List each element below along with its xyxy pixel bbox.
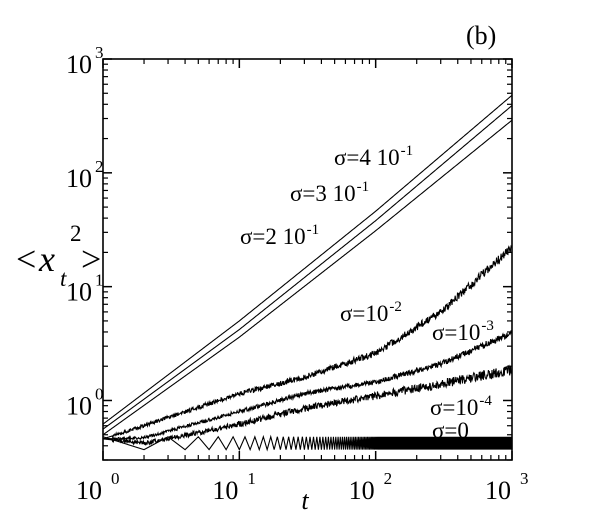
- y-axis-label-gt: >: [81, 239, 101, 279]
- x-tick-label-exp: 3: [520, 469, 529, 488]
- y-axis-label: <x_t^2> < x t 2 >: [16, 44, 101, 291]
- y-tick-label: 10: [66, 50, 92, 79]
- y-tick-label-exp: 0: [95, 384, 104, 403]
- series-line: [102, 434, 513, 452]
- y-axis-label-x: x: [38, 239, 55, 279]
- y-tick-label: 10: [66, 278, 92, 307]
- x-tick-label: 10: [485, 476, 511, 505]
- series-label: σ=10: [340, 301, 388, 326]
- y-axis-label-sup: 2: [70, 221, 82, 246]
- x-tick-label: 10: [76, 476, 102, 505]
- y-tick-label: 10: [66, 391, 92, 420]
- series-line: [102, 330, 513, 442]
- series-label-exp: -4: [479, 393, 492, 409]
- x-tick-label-exp: 1: [247, 469, 256, 488]
- x-tick-label-exp: 2: [384, 469, 393, 488]
- plot-frame: [102, 58, 513, 461]
- y-axis-label-lt: <: [16, 239, 36, 279]
- panel-label: (b): [466, 21, 496, 50]
- series-line: [102, 119, 513, 436]
- series-label-exp: -1: [357, 179, 370, 195]
- y-tick-label-exp: 3: [95, 43, 104, 62]
- series-label: σ=3 10: [290, 181, 356, 206]
- x-tick-label: 10: [349, 476, 375, 505]
- series-label: σ=10: [430, 395, 478, 420]
- series-line: [102, 244, 513, 440]
- series-label-exp: -1: [401, 143, 414, 159]
- series-label: σ=2 10: [240, 224, 306, 249]
- series-label-exp: -2: [389, 299, 402, 315]
- series-label: σ=0: [432, 418, 469, 443]
- series-label: σ=4 10: [334, 145, 400, 170]
- y-tick-label-exp: 2: [95, 157, 104, 176]
- series-label-exp: -1: [307, 222, 320, 238]
- series-line: [102, 105, 513, 430]
- x-axis-label: t: [301, 486, 309, 515]
- series-label-exp: -3: [481, 318, 494, 334]
- x-tick-label: 10: [212, 476, 238, 505]
- series-line: [102, 94, 513, 425]
- x-tick-label-exp: 0: [111, 469, 120, 488]
- y-axis-label-text: <x_t^2>: [80, 44, 94, 49]
- y-tick-label-exp: 1: [95, 271, 104, 290]
- series-layer: [102, 94, 513, 452]
- ticks-layer: 10 0 10 1 10 2 10 310 010 110 210 3: [66, 43, 529, 505]
- y-axis-label-sub: t: [60, 266, 67, 291]
- annotation-layer: σ=4 10 -1σ=3 10 -1σ=2 10 -1σ=10 -2σ=10 -3σ=10…: [240, 143, 494, 443]
- series-label: σ=10: [432, 320, 480, 345]
- y-tick-label: 10: [66, 164, 92, 193]
